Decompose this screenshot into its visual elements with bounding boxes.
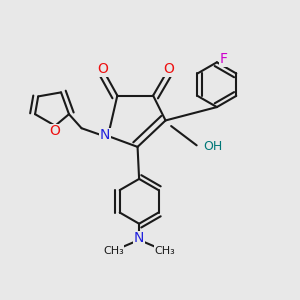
Text: CH₃: CH₃ (154, 246, 175, 256)
Text: N: N (134, 231, 144, 245)
Text: O: O (97, 62, 108, 76)
Text: O: O (50, 124, 61, 138)
Text: F: F (220, 52, 228, 66)
Text: N: N (100, 128, 110, 142)
Text: OH: OH (203, 140, 223, 153)
Text: CH₃: CH₃ (103, 246, 124, 256)
Text: O: O (163, 62, 174, 76)
